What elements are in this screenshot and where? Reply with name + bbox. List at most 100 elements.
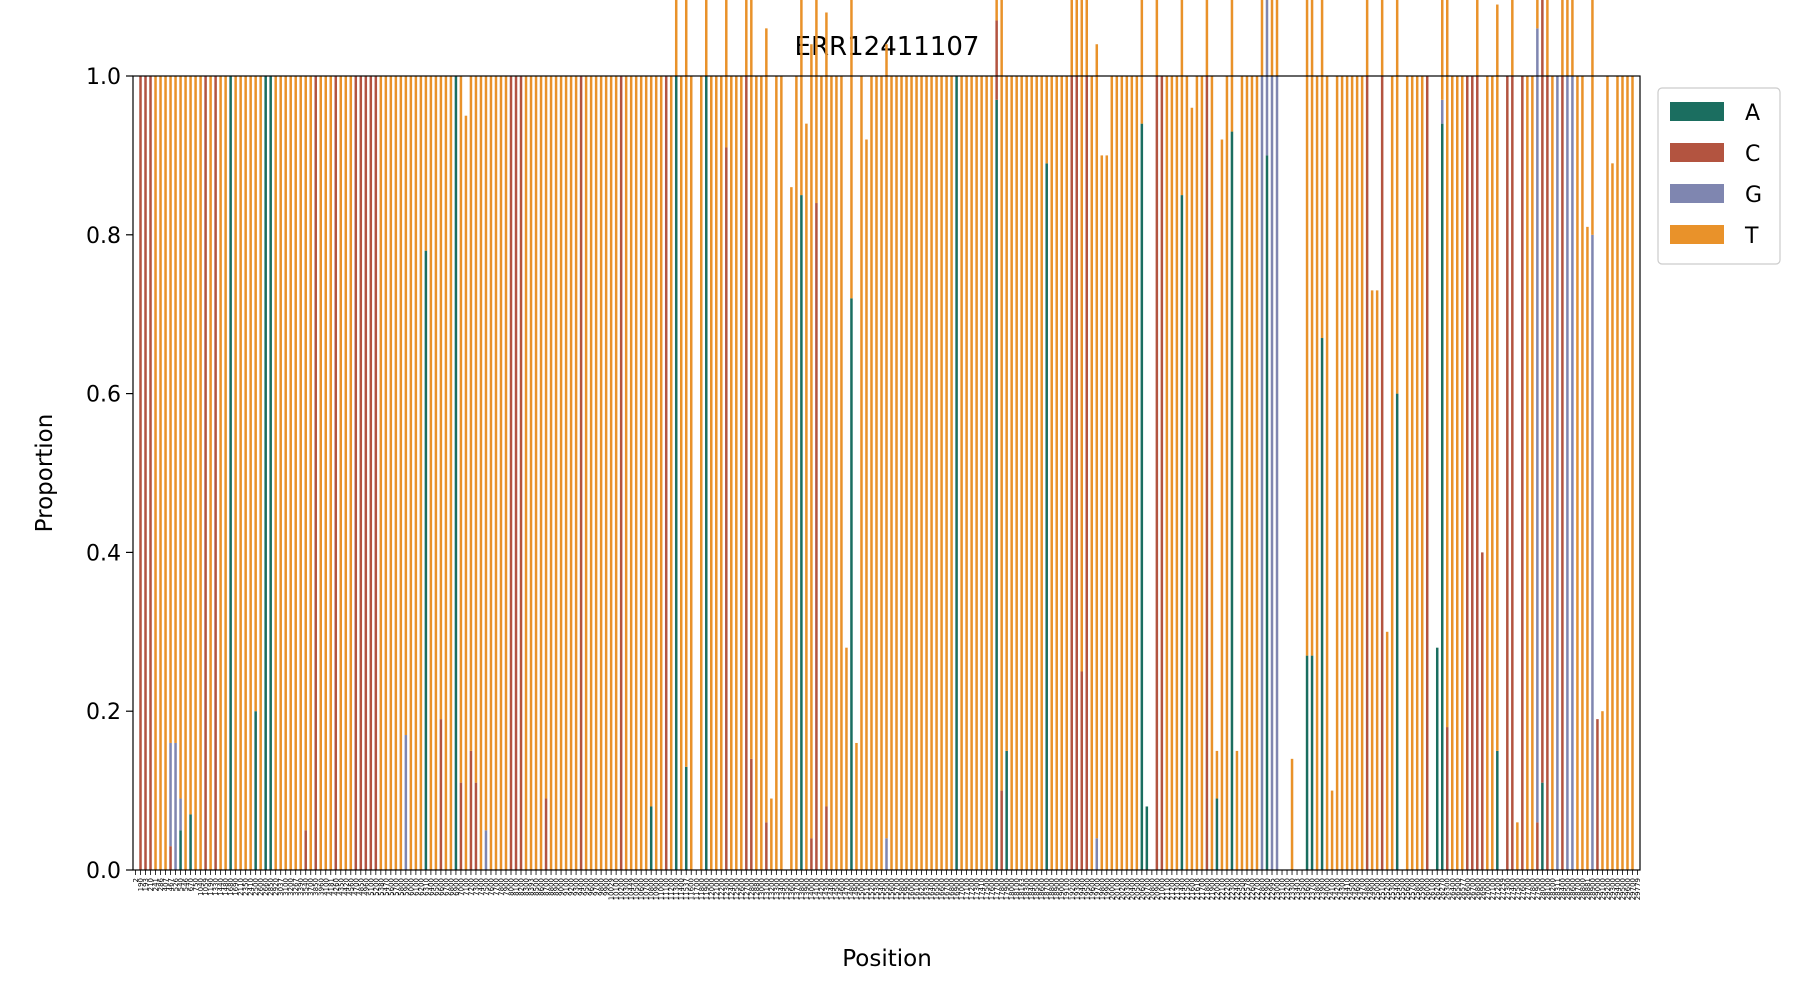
x-tick-label: 22700	[1253, 878, 1261, 900]
bar-segment-T	[1170, 76, 1174, 870]
x-tick-label: 25000	[1374, 878, 1382, 900]
bar-segment-G	[1260, 76, 1264, 870]
x-tick-label: 13100	[763, 878, 771, 900]
x-tick-label: 6500	[432, 878, 440, 896]
x-tick-label: 13700	[793, 878, 801, 900]
bar-segment-G	[1591, 234, 1594, 871]
x-tick-label: 8100	[513, 878, 521, 896]
bar-segment-T	[815, 0, 818, 204]
x-tick-label: 13800	[798, 878, 806, 900]
x-tick-label: 26000	[1424, 878, 1432, 900]
bar-segment-T	[1601, 711, 1604, 870]
x-tick-label: 18900	[1053, 878, 1061, 900]
bar-segment-T	[935, 76, 938, 870]
x-tick-label: 9400	[578, 878, 586, 896]
x-tick-label: 8300	[523, 878, 531, 896]
bar-segment-C	[374, 76, 378, 870]
bar-segment-C	[144, 76, 147, 870]
bar-segment-T	[1075, 0, 1078, 76]
x-tick-label: 8200	[518, 878, 526, 896]
x-tick-label: 12700	[743, 878, 751, 900]
x-tick-label: 25400	[1394, 878, 1402, 900]
x-tick-label: 17410	[978, 878, 986, 900]
bar-segment-T	[1235, 750, 1239, 870]
bar-segment-T	[394, 76, 398, 870]
x-tick-label: 14300	[823, 878, 831, 900]
x-tick-label: 12000	[708, 878, 716, 900]
x-tick-label: 5200	[372, 878, 380, 896]
bar-segment-T	[1205, 0, 1209, 76]
x-tick-label: 3200	[287, 878, 295, 896]
x-tick-label: 15800	[898, 878, 906, 900]
bar-segment-T	[705, 0, 708, 76]
bar-segment-C	[139, 76, 142, 870]
x-tick-label: 2920	[272, 878, 280, 896]
bar-segment-T	[765, 28, 768, 823]
x-tick-label: 25200	[1384, 878, 1392, 900]
bar-segment-T	[1030, 76, 1033, 870]
bar-segment-T	[634, 76, 638, 870]
x-tick-label: 8800	[548, 878, 556, 896]
bar-segment-C	[304, 830, 307, 870]
bar-segment-G	[1095, 838, 1099, 870]
x-tick-label: 15900	[903, 878, 911, 900]
y-tick-label: 0.8	[86, 224, 121, 249]
bar-segment-T	[1120, 76, 1124, 870]
bar-segment-T	[820, 76, 823, 870]
x-tick-label: 10449	[628, 878, 636, 900]
y-tick-label: 0.0	[86, 859, 121, 884]
bar-segment-T	[1255, 76, 1259, 870]
bar-segment-G	[1556, 76, 1559, 870]
bar-segment-T	[950, 76, 953, 870]
bar-segment-T	[344, 76, 348, 870]
x-tick-label: 26200	[1434, 878, 1442, 900]
bar-segment-T	[1531, 76, 1534, 870]
x-tick-label: 15300	[873, 878, 881, 900]
x-tick-label: 8600	[538, 878, 546, 896]
x-tick-label: 22100	[1218, 878, 1226, 900]
bar-segment-A	[1005, 750, 1008, 870]
x-tick-label: 19100	[1063, 878, 1071, 900]
bar-segment-T	[1330, 790, 1334, 870]
bar-segment-T	[1486, 76, 1489, 870]
y-axis-label: Proportion	[32, 414, 58, 533]
x-tick-label: 26800	[1474, 878, 1482, 900]
x-tick-label: 20700	[1143, 878, 1151, 900]
bar-segment-A	[229, 76, 232, 870]
bar-segment-T	[1095, 44, 1099, 839]
bar-segment-T	[349, 76, 353, 870]
x-tick-label: 22900	[1264, 878, 1272, 900]
x-tick-label: 21100	[1163, 878, 1171, 900]
x-tick-label: 19600	[1088, 878, 1096, 900]
x-tick-label: 22300	[1228, 878, 1236, 900]
bar-segment-C	[364, 76, 368, 870]
bar-segment-T	[1380, 0, 1384, 76]
x-tick-label: 5800	[397, 878, 405, 896]
x-tick-label: 16100	[913, 878, 921, 900]
bar-segment-T	[154, 76, 157, 870]
x-tick-label: 22400	[1233, 878, 1241, 900]
bar-segment-T	[559, 76, 563, 870]
x-tick-label: 11300	[673, 878, 681, 900]
bar-segment-T	[609, 76, 613, 870]
bar-segment-T	[1020, 76, 1023, 870]
bar-segment-T	[940, 76, 943, 870]
bar-segment-T	[750, 0, 753, 759]
bar-segment-T	[780, 76, 783, 870]
x-tick-label: 2	[132, 878, 140, 882]
bar-segment-T	[850, 0, 853, 299]
x-tick-label: 24100	[1329, 878, 1337, 900]
x-tick-label: 23900	[1319, 878, 1327, 900]
x-tick-label: 20300	[1123, 878, 1131, 900]
bar-segment-T	[669, 76, 673, 870]
bar-segment-T	[159, 76, 162, 870]
x-tick-label: 29500	[1619, 878, 1627, 900]
x-tick-label: 17700	[993, 878, 1001, 900]
bar-segment-T	[504, 76, 508, 870]
x-tick-label: 19800	[1098, 878, 1106, 900]
bar-segment-C	[1471, 76, 1474, 870]
x-tick-label: 14200	[818, 878, 826, 900]
bar-segment-T	[524, 76, 528, 870]
bar-segment-C	[369, 76, 373, 870]
bar-segment-T	[1025, 76, 1028, 870]
